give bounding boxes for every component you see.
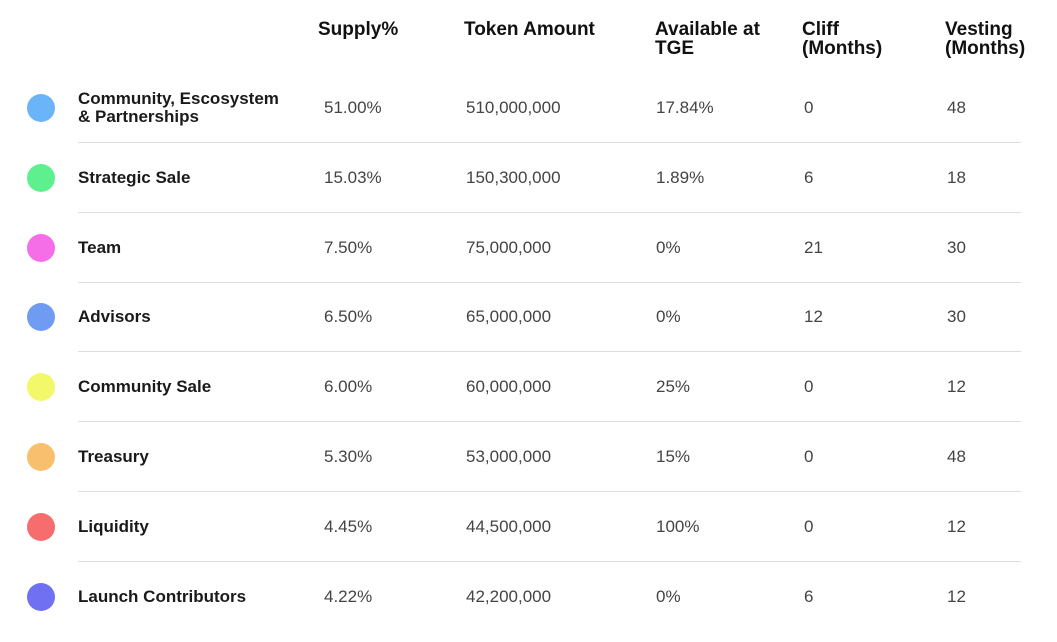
column-header: Cliff (Months) (802, 19, 883, 59)
row-separator (78, 211, 1021, 213)
column-header: Token Amount (464, 19, 595, 40)
cell: 48 (947, 447, 966, 466)
cell: 0 (804, 377, 814, 397)
cell: 18 (947, 167, 966, 187)
column-header: Supply% (318, 19, 399, 40)
color-dot (27, 233, 55, 262)
color-dot (27, 512, 55, 541)
cell: 4.22% (324, 586, 373, 606)
cell: 12 (947, 586, 966, 606)
color-dot (27, 163, 55, 192)
column-header: Vesting (Months) (945, 19, 1026, 59)
cell: 5.30% (324, 447, 373, 466)
row-separator (78, 281, 1021, 283)
cell: 51.00% (324, 98, 382, 117)
row-separator (78, 491, 1021, 492)
cell: 100% (656, 516, 700, 536)
cell: 44,500,000 (466, 516, 552, 536)
cell: 30 (947, 307, 966, 327)
cell: 4.45% (324, 516, 373, 536)
cell: 6 (804, 167, 814, 187)
cell: 0 (804, 447, 814, 466)
row-label: Treasury (78, 447, 149, 466)
cell: 1.89% (656, 167, 705, 187)
cell: 15.03% (324, 167, 382, 187)
cell: 15% (656, 447, 691, 466)
cell: 0 (804, 98, 814, 117)
cell: 60,000,000 (466, 377, 552, 397)
cell: 6.00% (324, 377, 373, 397)
cell: 75,000,000 (466, 237, 552, 257)
color-dot (27, 582, 55, 611)
row-separator (78, 560, 1021, 562)
cell: 65,000,000 (466, 307, 552, 327)
cell: 150,300,000 (466, 167, 561, 187)
cell: 12 (947, 377, 966, 397)
cell: 12 (947, 516, 966, 536)
row-label: Launch Contributors (78, 586, 247, 606)
row-separator (78, 351, 1021, 353)
cell: 0 (804, 516, 814, 536)
cell: 6 (804, 586, 814, 606)
row-separator (78, 142, 1021, 143)
cell: 0% (656, 307, 681, 327)
cell: 30 (947, 237, 966, 257)
color-dot (27, 303, 55, 332)
color-dot (27, 443, 55, 471)
row-label: Community Sale (78, 377, 212, 397)
cell: 6.50% (324, 307, 373, 327)
cell: 48 (947, 98, 966, 117)
cell: 0% (656, 586, 681, 606)
row-label: Team (78, 237, 122, 257)
color-dot (27, 94, 55, 122)
row-separator (78, 421, 1021, 423)
column-header: Available at TGE (655, 19, 760, 59)
cell: 42,200,000 (466, 586, 552, 606)
cell: 12 (804, 307, 823, 327)
row-label: Community, Escosystem & Partnerships (78, 89, 279, 126)
cell: 0% (656, 237, 681, 257)
row-label: Advisors (78, 307, 151, 327)
color-dot (27, 373, 55, 402)
cell: 510,000,000 (466, 98, 561, 117)
row-label: Strategic Sale (78, 167, 191, 187)
cell: 17.84% (656, 98, 714, 117)
cell: 7.50% (324, 237, 373, 257)
cell: 21 (804, 237, 823, 257)
row-label: Liquidity (78, 516, 149, 536)
cell: 25% (656, 377, 691, 397)
cell: 53,000,000 (466, 447, 552, 466)
